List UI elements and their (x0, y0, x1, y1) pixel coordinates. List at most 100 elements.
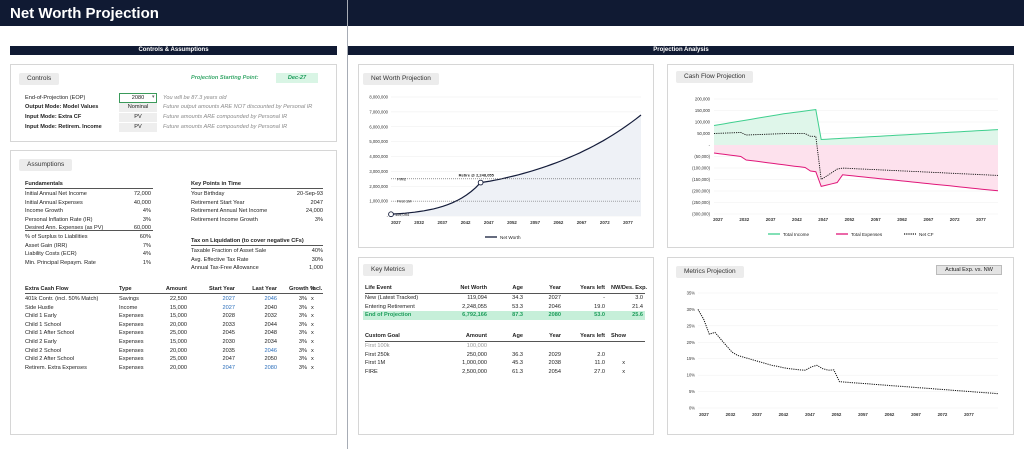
first1m-label: First 1M (397, 199, 411, 204)
mp-x-tick: 2062 (885, 412, 895, 417)
extra-cf-cell: 2028 (222, 313, 235, 320)
extra-cf-cell: 3% (298, 364, 307, 371)
cf-y-tick: 150,000 (695, 108, 711, 113)
fundamental-label: Desired Ann. Expenses (as PV) (25, 225, 104, 232)
extra-cf-cell: 2044 (264, 321, 277, 328)
life-event-cell: 3.0 (635, 295, 643, 301)
custom-goal-header: Years left (580, 333, 605, 339)
life-event-header: NW/Des. Exp. (611, 285, 648, 291)
fundamental-value: 4% (142, 208, 151, 215)
custom-goal-header: Custom Goal (365, 333, 400, 339)
nw-x-tick: 2047 (484, 220, 494, 225)
nw-x-tick: 2042 (461, 220, 471, 225)
extra-cf-cell: x (311, 321, 314, 328)
extra-cf-cell: 2048 (264, 330, 277, 337)
extra-cf-header: Last Year (252, 286, 277, 292)
nw-y-tick: 5,000,000 (369, 139, 388, 144)
cf-expenses-area (714, 145, 998, 191)
app-title: Net Worth Projection (10, 5, 159, 22)
custom-goal-cell: 2.0 (597, 351, 605, 358)
cf-x-tick: 2037 (766, 217, 776, 222)
custom-goal-header: Age (512, 333, 523, 339)
metric-dropdown[interactable]: Actual Exp. vs. NW (936, 265, 1002, 275)
mp-x-tick: 2072 (938, 412, 948, 417)
fundamental-value: 1% (142, 259, 151, 266)
mp-x-tick: 2032 (726, 412, 736, 417)
input-extra-cf-label: Input Mode: Extra CF (25, 114, 82, 120)
cf-y-tick: (150,000) (692, 177, 711, 182)
custom-goal-cell: 11.0 (594, 360, 605, 367)
extra-cf-cell: 2030 (222, 339, 235, 345)
life-event-cell: - (603, 295, 605, 301)
key-points-header: Key Points in Time (191, 181, 241, 187)
mp-x-tick: 2052 (832, 412, 842, 417)
life-event-cell: 2027 (548, 295, 561, 301)
life-event-cell: 119,094 (467, 295, 487, 301)
cf-income-line (713, 109, 999, 141)
nw-line (390, 114, 642, 215)
extra-cf-cell: x (311, 296, 314, 302)
life-event-cell: New (Latest Tracked) (365, 295, 419, 301)
life-event-cell: 25.6 (632, 312, 643, 319)
cf-x-tick: 2072 (950, 217, 960, 222)
fundamental-label: Personal Inflation Rate (IR) (25, 216, 93, 223)
mp-y-tick: 20% (687, 340, 696, 345)
cf-y-tick: (300,000) (692, 212, 711, 217)
life-event-cell: 2080 (548, 312, 561, 319)
extra-cf-cell: Retirem. Extra Expenses (25, 364, 87, 371)
extra-cf-cell: 15,000 (169, 339, 187, 345)
extra-cf-cell: Child 1 Early (25, 313, 57, 320)
extra-cf-cell: 2046 (264, 347, 277, 354)
extra-cf-cell: Child 2 School (25, 347, 62, 354)
eop-select[interactable]: 2080 (119, 93, 157, 103)
cash-flow-pill: Cash Flow Projection (676, 71, 754, 83)
extra-cf-cell: 3% (298, 296, 307, 302)
mp-y-tick: 0% (689, 406, 695, 411)
custom-goal-cell: 2,500,000 (462, 368, 487, 375)
mp-x-tick: 2027 (699, 412, 709, 417)
cash-flow-chart: 200,000 150,000 100,000 50,000 - (50,000) (100… (692, 97, 999, 237)
nw-y-tick: 8,000,000 (369, 95, 388, 100)
cf-y-tick: (50,000) (694, 154, 710, 159)
extra-cf-cell: x (311, 339, 314, 345)
custom-goal-cell: 2054 (548, 368, 561, 375)
fundamental-value: 3% (142, 216, 151, 223)
cf-x-tick: 2077 (976, 217, 986, 222)
nw-y-tick: 7,000,000 (369, 109, 388, 114)
nw-y-tick: - (387, 214, 389, 219)
key-point-label: Retirement Annual Net Income (191, 208, 268, 215)
cf-legend-label: Total Expenses (851, 232, 883, 237)
nw-y-tick: 6,000,000 (369, 124, 388, 129)
fundamentals-rule (25, 188, 153, 189)
mp-y-tick: 15% (687, 356, 696, 361)
life-event-header: Years left (580, 285, 605, 291)
nw-y-tick: 3,000,000 (369, 169, 388, 174)
fundamental-label: Initial Annual Net Income (25, 191, 87, 197)
net-worth-panel: Net Worth Projection - 1,000,000 2,000,000… (358, 64, 654, 248)
cf-x-tick: 2047 (818, 217, 828, 222)
nw-start-marker (388, 211, 394, 218)
mp-x-tick: 2067 (911, 412, 921, 417)
nw-retire-label: Retire @ 2,248,055 (459, 173, 495, 178)
extra-cf-cell: 2047 (222, 364, 235, 371)
input-extra-cf-select[interactable]: PV (119, 113, 157, 122)
extra-cf-cell: 2045 (222, 330, 235, 337)
extra-cf-cell: Child 1 School (25, 321, 62, 328)
extra-cf-header: Growth % (289, 286, 316, 292)
extra-cf-cell: 2080 (264, 364, 277, 371)
extra-cf-cell: x (311, 304, 314, 311)
fundamentals-header: Fundamentals (25, 181, 63, 187)
life-event-rule (365, 293, 645, 294)
custom-goal-cell: x (622, 360, 625, 367)
chevron-down-icon[interactable]: ▾ (152, 94, 155, 100)
extra-cf-cell: x (311, 313, 314, 320)
output-mode-select[interactable]: Nominal (119, 103, 157, 112)
net-worth-chart: - 1,000,000 2,000,000 3,000,000 4,000,000 5,0… (369, 95, 642, 240)
extra-cf-cell: 25,000 (169, 330, 187, 337)
life-event-cell: 53.3 (512, 303, 523, 310)
start-label: Projection Starting Point: (191, 75, 259, 81)
life-event-cell: 87.3 (512, 312, 523, 319)
input-retirem-select[interactable]: PV (119, 123, 157, 132)
mp-y-tick: 30% (687, 307, 696, 312)
fundamental-label: % of Surplus to Liabilities (25, 234, 88, 240)
